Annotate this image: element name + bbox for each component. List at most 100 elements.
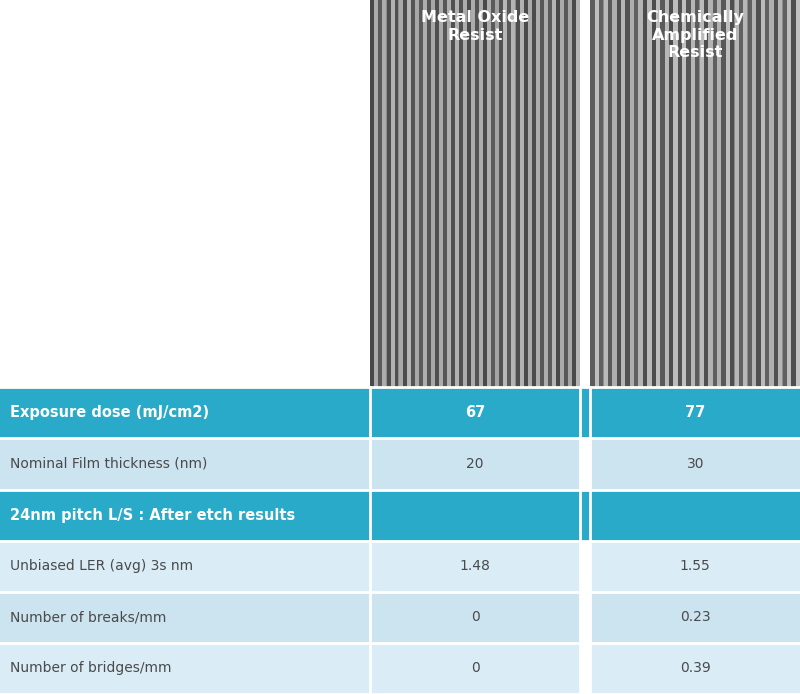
Bar	[580, 541, 590, 592]
Bar	[726, 0, 730, 387]
Bar	[747, 0, 752, 387]
Bar	[519, 0, 523, 387]
Bar	[665, 0, 669, 387]
Text: 1.48: 1.48	[460, 559, 490, 573]
Bar	[752, 0, 757, 387]
Bar	[370, 592, 580, 643]
Bar	[414, 0, 418, 387]
Bar	[580, 592, 590, 643]
Bar	[796, 0, 800, 387]
Bar	[568, 0, 572, 387]
Bar	[580, 439, 590, 489]
Bar	[406, 0, 410, 387]
Bar	[374, 0, 378, 387]
Bar	[774, 0, 778, 387]
Bar	[552, 0, 556, 387]
Bar	[722, 0, 726, 387]
Bar	[386, 0, 390, 387]
Bar	[443, 0, 447, 387]
Bar	[370, 541, 580, 592]
Bar	[660, 0, 665, 387]
Bar	[590, 0, 594, 387]
Bar	[782, 0, 786, 387]
Bar	[507, 0, 511, 387]
Bar	[410, 0, 415, 387]
Bar	[678, 0, 682, 387]
Bar	[626, 0, 630, 387]
Bar	[0, 387, 800, 439]
Bar	[621, 0, 626, 387]
Bar	[536, 0, 540, 387]
Bar	[717, 0, 722, 387]
Bar	[427, 0, 431, 387]
Text: 0: 0	[471, 661, 479, 675]
Bar	[503, 0, 507, 387]
Text: 1.55: 1.55	[680, 559, 710, 573]
Bar	[730, 0, 734, 387]
Bar	[590, 439, 800, 489]
Bar	[544, 0, 548, 387]
Bar	[0, 541, 370, 592]
Bar	[0, 489, 800, 541]
Bar	[370, 643, 580, 694]
Text: 24nm pitch L/S : After etch results: 24nm pitch L/S : After etch results	[10, 507, 295, 523]
Bar	[398, 0, 402, 387]
Bar	[487, 0, 491, 387]
Bar	[643, 0, 647, 387]
Bar	[699, 0, 704, 387]
Bar	[791, 0, 795, 387]
Text: 67: 67	[465, 405, 486, 421]
Bar	[590, 592, 800, 643]
Bar	[695, 0, 699, 387]
Bar	[761, 0, 765, 387]
Bar	[459, 0, 463, 387]
Bar	[370, 0, 374, 387]
Bar	[634, 0, 638, 387]
Bar	[576, 0, 580, 387]
Text: 30: 30	[686, 457, 704, 471]
Text: 77: 77	[685, 405, 706, 421]
Bar	[590, 643, 800, 694]
Bar	[669, 0, 674, 387]
Text: Number of bridges/mm: Number of bridges/mm	[10, 661, 171, 675]
Bar	[608, 0, 612, 387]
Bar	[704, 0, 708, 387]
Bar	[418, 0, 422, 387]
Text: 0.23: 0.23	[680, 610, 710, 625]
Bar	[499, 0, 503, 387]
Bar	[402, 0, 406, 387]
Bar	[435, 0, 439, 387]
Bar	[523, 0, 527, 387]
Bar	[491, 0, 495, 387]
Bar	[603, 0, 608, 387]
Bar	[548, 0, 552, 387]
Text: Chemically
Amplified
Resist: Chemically Amplified Resist	[646, 10, 744, 60]
Bar	[682, 0, 686, 387]
Bar	[612, 0, 617, 387]
Bar	[422, 0, 427, 387]
Bar	[787, 0, 791, 387]
Bar	[686, 0, 690, 387]
Bar	[0, 592, 370, 643]
Bar	[556, 0, 560, 387]
Bar	[580, 643, 590, 694]
Bar	[475, 0, 479, 387]
Bar	[734, 0, 739, 387]
Bar	[0, 439, 370, 489]
Bar	[647, 0, 652, 387]
Text: 0: 0	[471, 610, 479, 625]
Bar	[394, 0, 398, 387]
Bar	[451, 0, 455, 387]
Bar	[739, 0, 743, 387]
Bar	[471, 0, 475, 387]
Bar	[439, 0, 443, 387]
Text: Metal Oxide
Resist: Metal Oxide Resist	[421, 10, 530, 43]
Bar	[590, 541, 800, 592]
Bar	[455, 0, 459, 387]
Bar	[691, 0, 695, 387]
Bar	[756, 0, 761, 387]
Bar	[651, 0, 656, 387]
Bar	[713, 0, 717, 387]
Bar	[495, 0, 499, 387]
Bar	[467, 0, 471, 387]
